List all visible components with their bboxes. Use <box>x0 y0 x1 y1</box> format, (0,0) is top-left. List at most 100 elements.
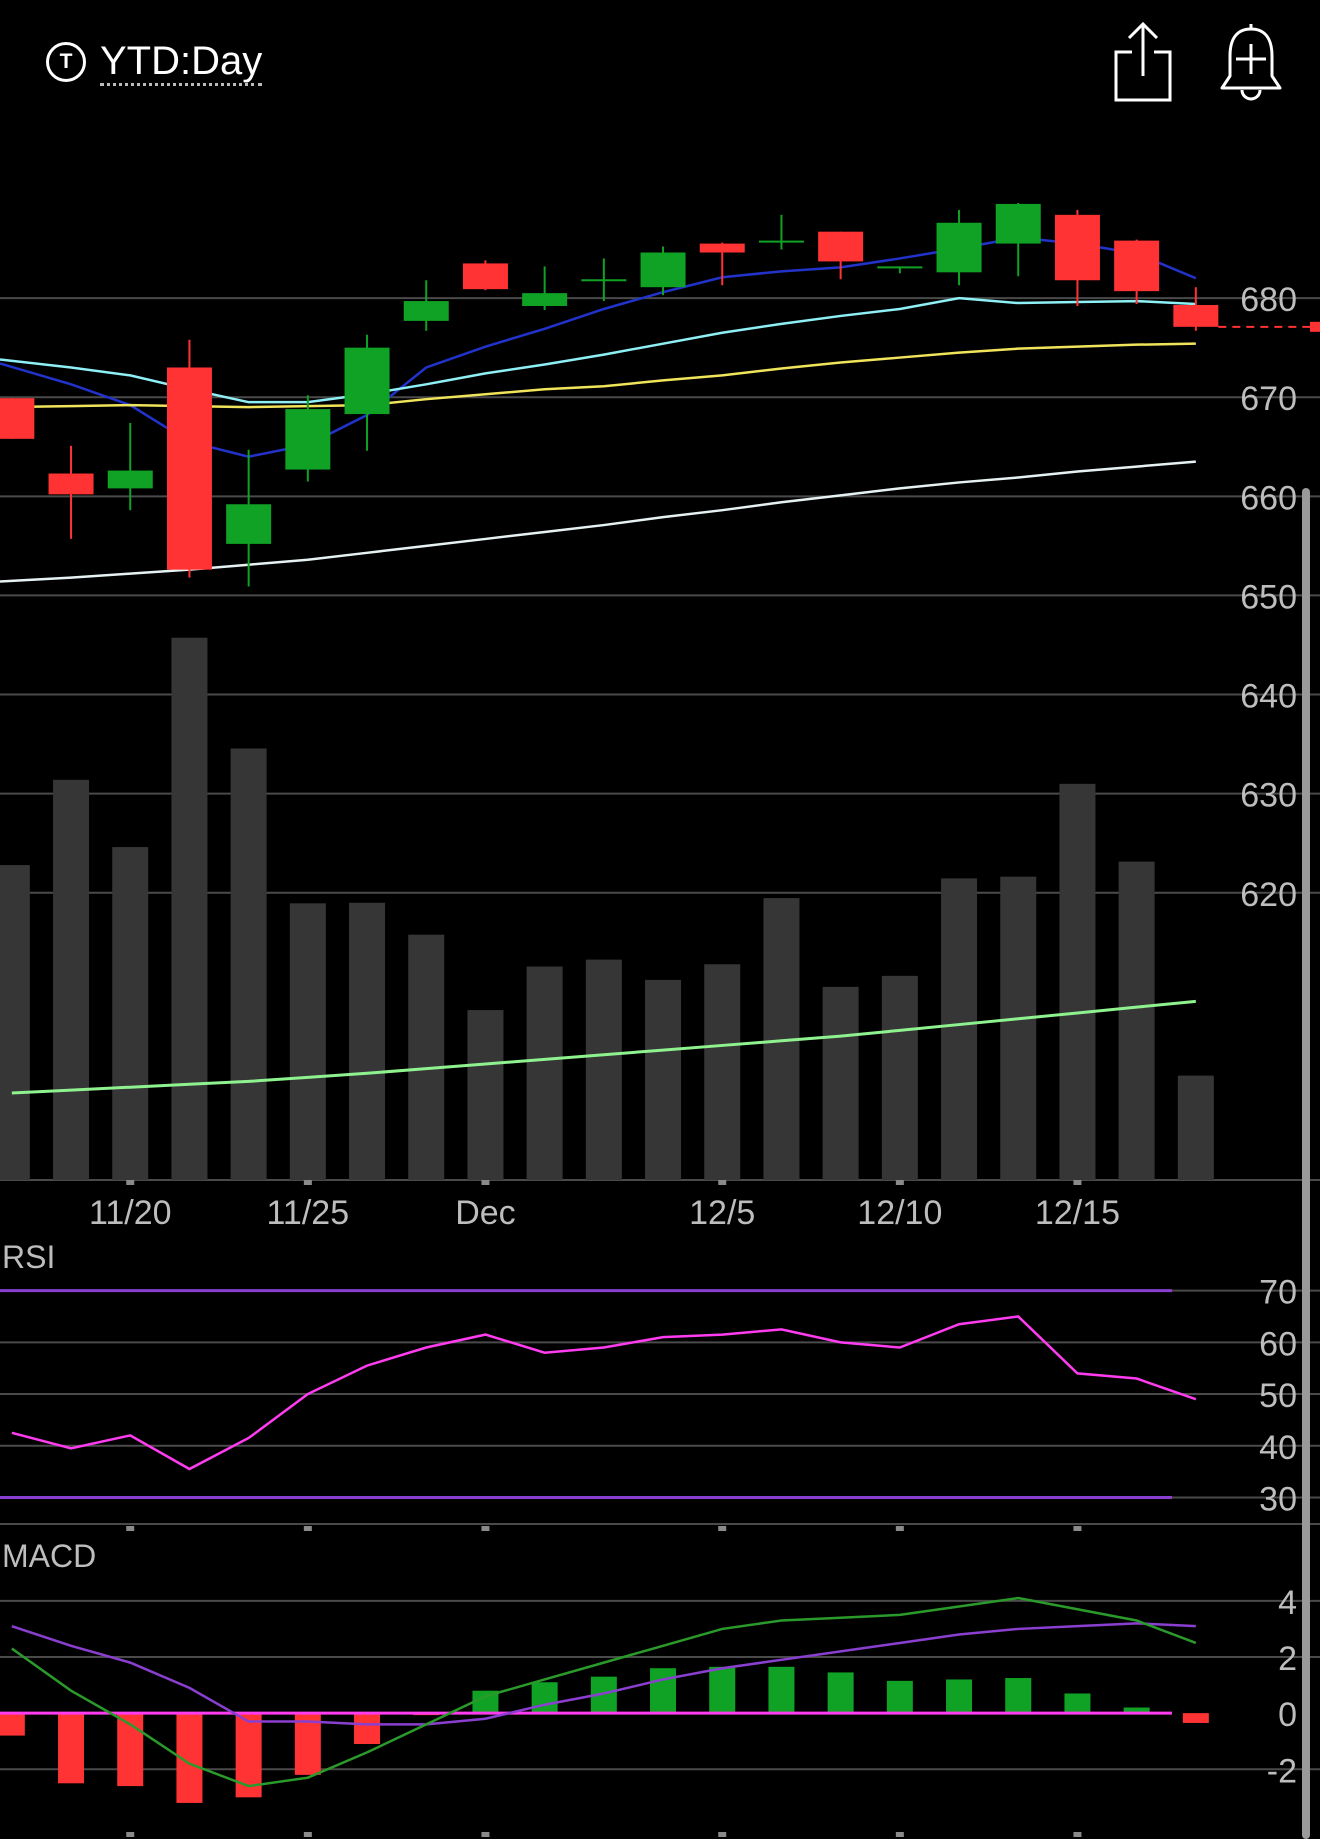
candle-body <box>758 240 804 243</box>
candle <box>936 209 982 286</box>
price-tick-label: 670 <box>1240 380 1297 418</box>
candle-body <box>1114 240 1160 292</box>
macd-tick-mark <box>895 1832 904 1837</box>
price-tick-label: 640 <box>1240 678 1297 716</box>
date-tick-mark <box>718 1180 727 1185</box>
candle <box>640 246 686 296</box>
rsi-tick-mark <box>895 1526 904 1531</box>
candle-body <box>581 279 627 282</box>
volume-bars <box>0 637 1214 1180</box>
macd-histogram-bar <box>768 1666 795 1714</box>
date-tick-mark <box>126 1180 135 1185</box>
candle-body <box>403 301 449 321</box>
macd-histogram-bar <box>946 1679 973 1714</box>
macd-histogram-bar <box>650 1668 677 1714</box>
date-tick-mark <box>481 1180 490 1185</box>
volume-bar <box>349 902 386 1180</box>
range-icon: T <box>46 42 86 82</box>
rsi-tick-label: 40 <box>1259 1429 1297 1467</box>
candle-body <box>107 470 153 489</box>
macd-title: MACD <box>2 1538 96 1574</box>
date-tick-label: Dec <box>455 1194 515 1232</box>
add-alert-bell-icon[interactable] <box>1218 18 1284 104</box>
volume-bar <box>704 964 741 1180</box>
macd-tick-mark <box>481 1832 490 1837</box>
candle <box>1054 209 1100 307</box>
volume-ma-line <box>11 999 1196 1095</box>
range-selector[interactable]: T YTD:Day <box>46 36 263 88</box>
candle-body <box>818 231 864 262</box>
chart-toolbar: T YTD:Day <box>0 0 1320 120</box>
date-tick-label: 11/25 <box>267 1194 350 1232</box>
volume-bar <box>645 979 682 1180</box>
macd-histogram-bar <box>354 1713 381 1744</box>
macd-histogram-bar <box>1123 1707 1150 1714</box>
macd-histogram-bar <box>58 1713 85 1784</box>
candle <box>462 260 508 291</box>
candle-body <box>699 243 745 253</box>
rsi-tick-mark <box>1073 1526 1082 1531</box>
date-tick-label: 11/20 <box>89 1194 172 1232</box>
date-tick-label: 12/5 <box>689 1194 755 1232</box>
candle <box>166 339 212 578</box>
date-tick-mark <box>303 1180 312 1185</box>
macd-signal-line <box>11 1622 1196 1726</box>
candle <box>877 266 923 274</box>
price-tick-label: 660 <box>1240 479 1297 517</box>
volume-bar <box>526 966 563 1180</box>
candle-body <box>166 367 212 570</box>
macd-histogram-bar <box>1064 1693 1091 1714</box>
rsi-tick-label: 50 <box>1259 1377 1297 1415</box>
candle <box>226 449 272 587</box>
macd-tick-label: 4 <box>1278 1584 1297 1622</box>
candle-body <box>640 252 686 288</box>
range-label: YTD:Day <box>100 39 263 86</box>
volume-bar <box>289 903 326 1180</box>
candle <box>344 334 390 451</box>
candle <box>522 266 568 310</box>
price-tick-label: 630 <box>1240 777 1297 815</box>
rsi-panel: 70 60 50 40 30 <box>0 1274 1320 1531</box>
candle <box>48 445 94 539</box>
volume-bar <box>1000 876 1037 1180</box>
candle <box>995 202 1041 277</box>
rsi-tick-label: 30 <box>1259 1480 1297 1518</box>
macd-tick-label: 0 <box>1278 1696 1297 1734</box>
candle <box>0 398 35 439</box>
candle-body <box>1173 305 1219 327</box>
candle <box>581 258 627 302</box>
volume-bar <box>467 1010 504 1180</box>
rsi-tick-mark <box>481 1526 490 1531</box>
macd-histogram-bar <box>531 1682 558 1714</box>
rsi-title: RSI <box>2 1239 55 1275</box>
vertical-scrollbar[interactable] <box>1302 488 1310 1839</box>
rsi-tick-mark <box>303 1526 312 1531</box>
rsi-tick-mark <box>718 1526 727 1531</box>
macd-histogram-bar <box>0 1713 25 1736</box>
macd-histogram-bar <box>709 1666 736 1714</box>
candle <box>1114 239 1160 305</box>
macd-histogram-bar <box>1182 1713 1209 1723</box>
date-axis: 11/20 11/25 Dec 12/5 12/10 12/15 <box>89 1180 1120 1232</box>
candle <box>1173 287 1219 331</box>
macd-histogram-bar <box>472 1690 499 1714</box>
candlesticks <box>0 202 1320 587</box>
candle <box>699 242 745 286</box>
macd-histogram-bar <box>827 1672 854 1714</box>
candle-body <box>462 263 508 290</box>
volume-bar <box>230 748 267 1180</box>
candle <box>403 280 449 331</box>
date-tick-label: 12/15 <box>1035 1194 1120 1232</box>
macd-histogram-bar <box>294 1713 321 1775</box>
macd-tick-mark <box>718 1832 727 1837</box>
candle <box>285 395 331 482</box>
rsi-tick-mark <box>126 1526 135 1531</box>
macd-line <box>11 1596 1197 1788</box>
macd-tick-label: -2 <box>1267 1752 1297 1790</box>
rsi-tick-label: 70 <box>1259 1274 1297 1312</box>
date-tick-mark <box>895 1180 904 1185</box>
date-tick-mark <box>1073 1180 1082 1185</box>
share-icon[interactable] <box>1110 18 1176 104</box>
volume-bar <box>408 934 445 1180</box>
